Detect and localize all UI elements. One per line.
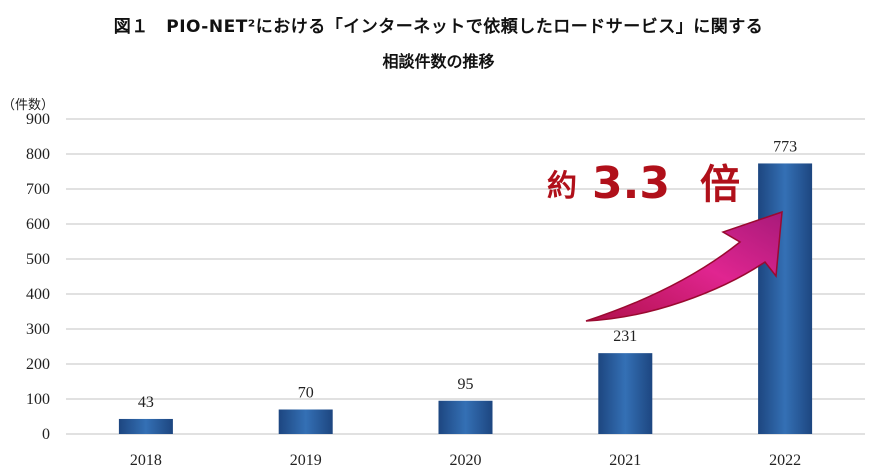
- bar-2022: [758, 163, 813, 434]
- bar-2018: [118, 418, 173, 434]
- y-tick-label: 900: [26, 111, 50, 128]
- annotation-number: 3.3: [592, 158, 670, 209]
- growth-annotation: 約 3.3 倍: [547, 158, 783, 322]
- x-tick-label: 2021: [609, 452, 641, 469]
- data-label-2022: 773: [773, 138, 797, 155]
- y-tick-label: 200: [26, 356, 50, 373]
- data-label-2021: 231: [613, 328, 637, 345]
- chart-title-line-2: 相談件数の推移: [382, 52, 495, 71]
- data-labels: 43 70 95 231 773: [138, 138, 797, 411]
- y-tick-label: 300: [26, 321, 50, 338]
- x-tick-label: 2018: [130, 452, 162, 469]
- data-label-2018: 43: [138, 394, 154, 411]
- y-tick-label: 100: [26, 391, 50, 408]
- x-tick-label: 2022: [769, 452, 801, 469]
- bar-2020: [438, 400, 493, 434]
- y-axis-ticks: 0 100 200 300 400 500 600 700 800 900: [26, 111, 50, 443]
- x-tick-label: 2019: [290, 452, 322, 469]
- y-tick-label: 500: [26, 251, 50, 268]
- y-tick-label: 700: [26, 181, 50, 198]
- bar-2019: [278, 409, 333, 434]
- growth-arrow-icon: [585, 210, 783, 322]
- chart-title-line-1: 図１ PIO-NET²における「インターネットで依頼したロードサービス」に関する: [113, 17, 764, 37]
- bar-2021: [598, 353, 653, 434]
- y-tick-label: 600: [26, 216, 50, 233]
- bars: [118, 163, 813, 434]
- annotation-prefix: 約: [547, 169, 577, 204]
- annotation-suffix: 倍: [700, 162, 740, 208]
- x-tick-label: 2020: [450, 452, 482, 469]
- y-tick-label: 800: [26, 146, 50, 163]
- y-tick-label: 0: [42, 426, 50, 443]
- y-axis-unit-label: （件数）: [2, 98, 55, 113]
- data-label-2020: 95: [458, 376, 474, 393]
- data-label-2019: 70: [298, 385, 314, 402]
- y-tick-label: 400: [26, 286, 50, 303]
- x-axis-ticks: 2018 2019 2020 2021 2022: [130, 452, 801, 469]
